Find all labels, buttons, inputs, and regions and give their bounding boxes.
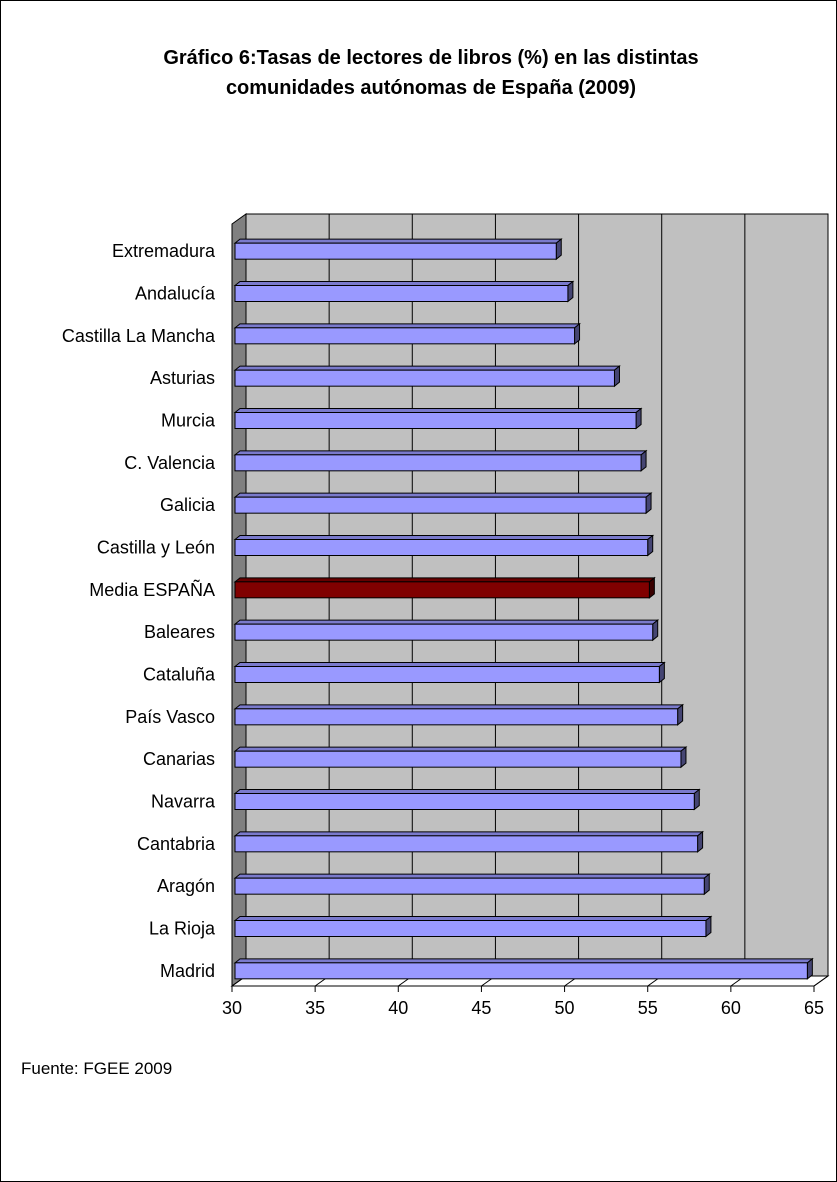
bar — [234, 496, 647, 514]
bar — [234, 666, 660, 683]
bar — [234, 581, 650, 599]
x-tick-label: 35 — [305, 998, 325, 1018]
bar — [234, 877, 705, 895]
bar-side — [697, 830, 704, 853]
plot-area: 30 35 40 45 50 55 60 65 Extremadura Andalucía Cast… — [62, 213, 830, 1018]
bar — [234, 750, 682, 768]
bar-top — [233, 281, 575, 286]
bar-top — [233, 704, 685, 710]
bar-top — [233, 789, 701, 794]
category-label: Media ESPAÑA — [89, 579, 215, 600]
category-label: Castilla La Mancha — [62, 326, 216, 346]
bar-side — [555, 238, 562, 261]
bar-top — [233, 450, 648, 456]
bar-side — [613, 365, 620, 388]
category-label: Galicia — [160, 495, 216, 515]
category-label: La Rioja — [149, 919, 216, 939]
category-label: Baleares — [144, 622, 215, 642]
x-tick-label: 50 — [555, 998, 575, 1018]
x-tick-label: 60 — [721, 998, 741, 1018]
bar-top — [233, 958, 814, 964]
bar-top — [233, 619, 660, 625]
x-tick-label: 55 — [638, 998, 658, 1018]
x-tick-label: 40 — [388, 998, 408, 1018]
bar-side — [648, 576, 655, 599]
bar — [234, 708, 679, 726]
bar-top — [233, 535, 655, 540]
x-tick-label: 65 — [804, 998, 824, 1018]
bar-side — [705, 915, 712, 938]
category-label: Cataluña — [143, 665, 216, 685]
category-label: Extremadura — [112, 241, 216, 261]
category-label: Navarra — [151, 792, 216, 812]
bar — [234, 835, 699, 853]
category-label: Castilla y León — [97, 538, 215, 558]
bar — [234, 369, 615, 387]
category-label: Asturias — [150, 368, 215, 388]
bar-side — [567, 280, 574, 303]
chart-title-line-2: comunidades autónomas de España (2009) — [225, 77, 637, 99]
bar-top — [233, 873, 711, 879]
chart-title-line-1: Gráfico 6:Tasas de lectores de libros (%… — [163, 47, 699, 69]
bar-side — [574, 322, 581, 345]
bar — [234, 539, 649, 556]
bar-top — [233, 492, 653, 498]
bar-top — [233, 746, 688, 752]
bar-top — [233, 662, 666, 667]
category-label: Canarias — [143, 749, 215, 769]
bar — [234, 454, 642, 472]
bar — [234, 242, 557, 260]
bar-side — [647, 534, 654, 557]
category-label: Madrid — [160, 961, 215, 981]
bar-side — [658, 661, 665, 684]
x-tick-label: 45 — [471, 998, 491, 1018]
bar-top — [233, 577, 656, 583]
bar-side — [645, 492, 652, 515]
bar-side — [652, 619, 659, 642]
bar — [234, 793, 695, 810]
bar — [234, 962, 808, 980]
bar-side — [703, 873, 710, 896]
bar-top — [233, 323, 581, 329]
floor-gridline — [813, 975, 829, 987]
bar-side — [640, 449, 647, 472]
bar — [234, 285, 569, 302]
bar-side — [635, 407, 642, 430]
category-label: Andalucía — [135, 284, 216, 304]
bar-side — [677, 703, 684, 726]
category-label: C. Valencia — [124, 453, 216, 473]
category-label: Aragón — [157, 876, 215, 896]
bar — [234, 412, 637, 429]
bar-top — [233, 916, 713, 921]
bar — [234, 623, 654, 641]
source-note: Fuente: FGEE 2009 — [21, 1059, 173, 1078]
bar — [234, 920, 707, 937]
bar-top — [233, 408, 643, 413]
bar-side — [693, 788, 700, 811]
bar-top — [233, 365, 621, 371]
bar-top — [233, 831, 705, 837]
bar — [234, 327, 576, 345]
x-tick-label: 30 — [222, 998, 242, 1018]
bar-top — [233, 238, 563, 244]
chart-title: Gráfico 6:Tasas de lectores de libros (%… — [61, 43, 801, 103]
bar-side — [806, 957, 813, 980]
category-label: Murcia — [161, 411, 216, 431]
bar-side — [680, 746, 687, 769]
category-label: Cantabria — [137, 834, 216, 854]
category-label: País Vasco — [125, 707, 215, 727]
